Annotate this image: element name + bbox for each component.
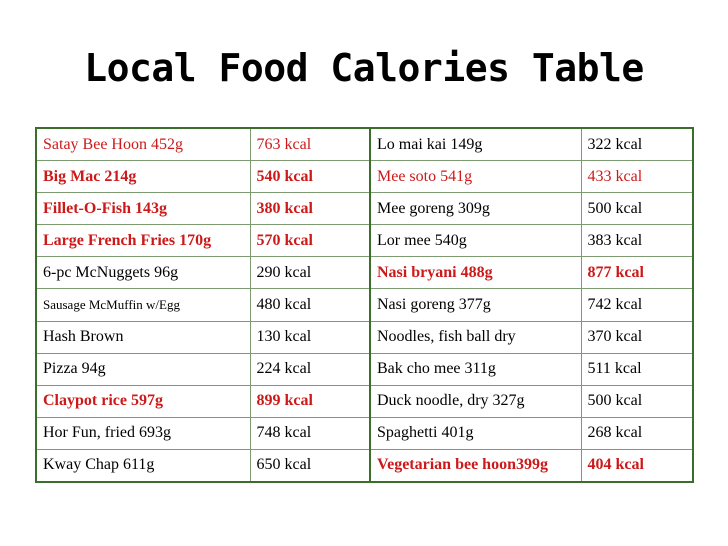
- left-food-cell: Fillet-O-Fish 143g: [35, 192, 251, 226]
- calories-table-body: Satay Bee Hoon 452g 763 kcal Lo mai kai 14…: [35, 127, 694, 483]
- right-kcal-cell: 370 kcal: [580, 320, 694, 354]
- table-row: Fillet-O-Fish 143g 380 kcal Mee goreng 309…: [35, 192, 694, 226]
- right-food-cell: Mee goreng 309g: [369, 192, 582, 226]
- table-row: Pizza 94g 224 kcal Bak cho mee 311g 511 kca…: [35, 352, 694, 386]
- table-row: 6-pc McNuggets 96g 290 kcal Nasi bryani 48…: [35, 256, 694, 290]
- table-row: Hor Fun, fried 693g 748 kcal Spaghetti 401…: [35, 416, 694, 450]
- right-kcal-cell: 268 kcal: [580, 416, 694, 450]
- right-kcal-cell: 511 kcal: [580, 352, 694, 386]
- left-food-cell: Sausage McMuffin w/Egg: [35, 288, 251, 322]
- left-food-cell: 6-pc McNuggets 96g: [35, 256, 251, 290]
- table-row: Sausage McMuffin w/Egg 480 kcal Nasi goren…: [35, 288, 694, 322]
- right-kcal-cell: 433 kcal: [580, 160, 694, 194]
- table-row: Claypot rice 597g 899 kcal Duck noodle, dr…: [35, 384, 694, 418]
- left-kcal-cell: 899 kcal: [249, 384, 371, 418]
- left-food-cell: Hor Fun, fried 693g: [35, 416, 251, 450]
- right-food-cell: Lo mai kai 149g: [369, 127, 582, 162]
- right-kcal-cell: 404 kcal: [580, 448, 694, 483]
- left-kcal-cell: 763 kcal: [249, 127, 371, 162]
- left-kcal-cell: 380 kcal: [249, 192, 371, 226]
- right-kcal-cell: 500 kcal: [580, 192, 694, 226]
- right-food-cell: Nasi bryani 488g: [369, 256, 582, 290]
- left-food-cell: Large French Fries 170g: [35, 224, 251, 258]
- table-row: Big Mac 214g 540 kcal Mee soto 541g 433 kca…: [35, 160, 694, 194]
- right-food-cell: Mee soto 541g: [369, 160, 582, 194]
- right-kcal-cell: 742 kcal: [580, 288, 694, 322]
- left-food-cell: Hash Brown: [35, 320, 251, 354]
- left-kcal-cell: 540 kcal: [249, 160, 371, 194]
- left-kcal-cell: 570 kcal: [249, 224, 371, 258]
- left-kcal-cell: 480 kcal: [249, 288, 371, 322]
- table-row: Kway Chap 611g 650 kcal Vegetarian bee hoo…: [35, 448, 694, 483]
- left-food-cell: Satay Bee Hoon 452g: [35, 127, 251, 162]
- left-food-cell: Kway Chap 611g: [35, 448, 251, 483]
- table-row: Hash Brown 130 kcal Noodles, fish ball dry…: [35, 320, 694, 354]
- right-food-cell: Bak cho mee 311g: [369, 352, 582, 386]
- left-food-cell: Claypot rice 597g: [35, 384, 251, 418]
- right-food-cell: Duck noodle, dry 327g: [369, 384, 582, 418]
- left-kcal-cell: 130 kcal: [249, 320, 371, 354]
- right-kcal-cell: 500 kcal: [580, 384, 694, 418]
- left-kcal-cell: 650 kcal: [249, 448, 371, 483]
- table-row: Satay Bee Hoon 452g 763 kcal Lo mai kai 14…: [35, 127, 694, 162]
- table-row: Large French Fries 170g 570 kcal Lor mee 5…: [35, 224, 694, 258]
- left-kcal-cell: 748 kcal: [249, 416, 371, 450]
- right-food-cell: Spaghetti 401g: [369, 416, 582, 450]
- page-title: Local Food Calories Table: [84, 46, 644, 90]
- right-food-cell: Noodles, fish ball dry: [369, 320, 582, 354]
- right-kcal-cell: 877 kcal: [580, 256, 694, 290]
- right-food-cell: Lor mee 540g: [369, 224, 582, 258]
- left-food-cell: Pizza 94g: [35, 352, 251, 386]
- left-kcal-cell: 224 kcal: [249, 352, 371, 386]
- right-kcal-cell: 383 kcal: [580, 224, 694, 258]
- right-kcal-cell: 322 kcal: [580, 127, 694, 162]
- right-food-cell: Vegetarian bee hoon399g: [369, 448, 582, 483]
- left-kcal-cell: 290 kcal: [249, 256, 371, 290]
- calories-table: Satay Bee Hoon 452g 763 kcal Lo mai kai 14…: [35, 127, 694, 484]
- left-food-cell: Big Mac 214g: [35, 160, 251, 194]
- right-food-cell: Nasi goreng 377g: [369, 288, 582, 322]
